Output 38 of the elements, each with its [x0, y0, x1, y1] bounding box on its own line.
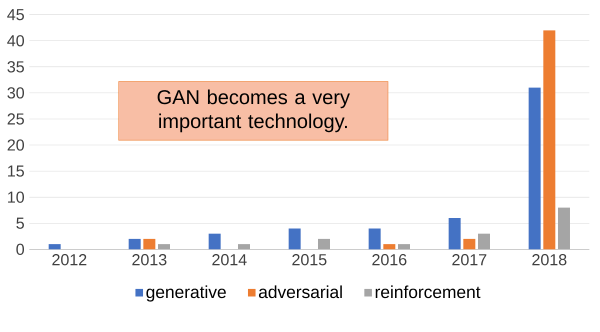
- y-tick-label: 45: [7, 9, 24, 20]
- x-tick-label: 2013: [132, 254, 166, 266]
- bar: [208, 234, 221, 250]
- annotation: GAN becomes a very important technology.: [158, 90, 350, 132]
- legend-label: adversarial: [258, 285, 342, 298]
- y-tick-label: 10: [8, 192, 24, 203]
- x-tick-label: 2017: [452, 254, 486, 266]
- x-tick-label: 2018: [532, 254, 566, 266]
- legend-label: reinforcement: [376, 285, 480, 298]
- bar: [448, 218, 461, 250]
- bar: [288, 228, 301, 250]
- y-tick-label: 20: [8, 139, 24, 151]
- bar: [158, 244, 170, 250]
- y-tick-label: 30: [7, 87, 24, 99]
- y-tick-label: 5: [16, 218, 24, 229]
- bar: [238, 244, 250, 250]
- bar: [398, 244, 410, 250]
- x-tick-label: 2014: [212, 254, 247, 266]
- y-tick-label: 15: [8, 166, 24, 177]
- y-tick-label: 40: [7, 35, 24, 46]
- bar: [528, 88, 541, 250]
- y-tick-label: 0: [16, 244, 24, 255]
- x-tick-label: 2012: [52, 254, 86, 266]
- bar: [383, 244, 396, 250]
- y-tick-label: 25: [8, 113, 24, 125]
- x-tick-label: 2016: [372, 254, 406, 266]
- bar: [463, 238, 476, 250]
- bar: [128, 238, 141, 250]
- bar: [543, 30, 556, 250]
- y-tick-label: 35: [7, 61, 24, 72]
- bar: [368, 228, 381, 250]
- bar: [318, 238, 330, 250]
- bar: [558, 208, 570, 250]
- bar: [143, 238, 156, 250]
- bar: [478, 234, 490, 250]
- legend-label: generative: [146, 285, 226, 302]
- x-tick-label: 2015: [292, 254, 326, 266]
- bar: [48, 244, 61, 250]
